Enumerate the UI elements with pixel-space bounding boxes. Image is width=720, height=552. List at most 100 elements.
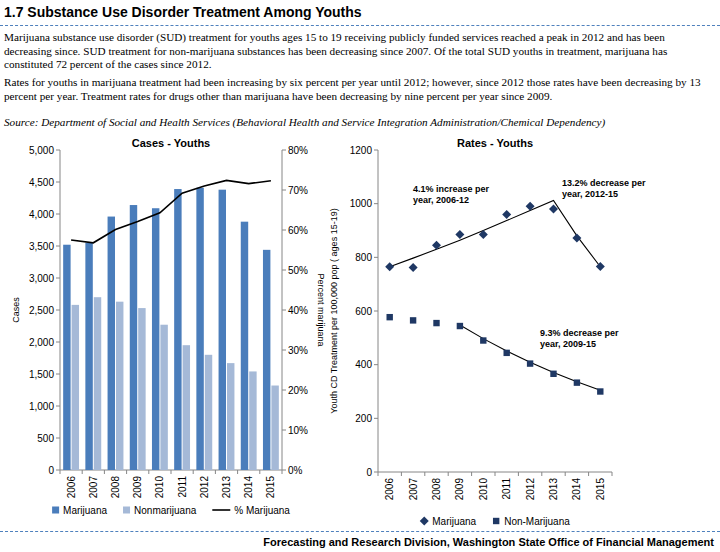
divider: [0, 25, 720, 26]
y-tick-label: 3,500: [29, 241, 54, 252]
y2-tick: [282, 350, 286, 351]
bar: [94, 297, 101, 470]
plot-area: [385, 200, 605, 394]
x-tick-label: 2015: [595, 478, 606, 501]
x-tick-label: 2006: [384, 478, 395, 501]
y-tick: [56, 182, 60, 183]
y2-tick: [282, 310, 286, 311]
y2-tick-label: 50%: [288, 265, 308, 276]
y2-tick-label: 80%: [288, 145, 308, 156]
line: [390, 200, 601, 266]
y-tick-label: 2,500: [29, 305, 54, 316]
y-tick-label: 600: [355, 306, 372, 317]
y-tick: [374, 203, 378, 204]
chart-title: Rates - Youths: [457, 137, 533, 149]
x-tick-label: 2007: [408, 478, 419, 501]
bar: [227, 363, 234, 470]
line: [460, 325, 600, 390]
bar: [63, 245, 70, 470]
x-tick-label: 2013: [548, 478, 559, 501]
bar: [72, 305, 79, 470]
legend-label: % Marijuana: [234, 505, 290, 516]
y2-tick-label: 60%: [288, 225, 308, 236]
x-tick-label: 2011: [501, 478, 512, 500]
x-tick-label: 2013: [221, 476, 232, 499]
legend-label: Marijuana: [63, 505, 107, 516]
point: [479, 230, 488, 239]
y-tick: [56, 342, 60, 343]
legend-swatch: [52, 507, 59, 514]
x-tick-label: 2009: [132, 476, 143, 499]
x-tick: [448, 472, 449, 476]
point: [574, 379, 580, 385]
bar: [85, 243, 92, 470]
y2-tick-label: 10%: [288, 425, 308, 436]
annotation-line: year, 2006-12: [413, 195, 469, 205]
y-tick-label: 0: [366, 467, 372, 478]
paragraph: Rates for youths in marijuana treatment …: [4, 76, 714, 103]
y-tick: [56, 214, 60, 215]
x-tick: [612, 472, 613, 476]
y-tick-label: 1,500: [29, 369, 54, 380]
y2-tick: [282, 150, 286, 151]
point: [549, 205, 558, 214]
x-tick: [259, 470, 260, 474]
bar: [263, 250, 270, 470]
bar: [219, 190, 226, 470]
charts: Cases - Youths05001,0001,5002,0002,5003,…: [0, 0, 720, 552]
x-tick: [518, 472, 519, 476]
y-tick-label: 1,000: [29, 401, 54, 412]
annotation-line: 9.3% decrease per: [540, 328, 619, 338]
point: [526, 202, 535, 211]
y2-axis-label: Percent marijuana: [316, 273, 326, 346]
x-tick: [126, 470, 127, 474]
point: [596, 262, 605, 271]
x-tick: [215, 470, 216, 474]
y-tick: [374, 364, 378, 365]
x-tick-label: 2007: [88, 476, 99, 499]
bar: [130, 205, 137, 470]
bar: [152, 208, 159, 470]
x-tick-label: 2011: [177, 476, 188, 498]
point: [550, 371, 556, 377]
y-tick-label: 800: [355, 252, 372, 263]
point: [504, 350, 510, 356]
y2-tick-label: 20%: [288, 385, 308, 396]
y2-tick: [282, 430, 286, 431]
bar: [196, 188, 203, 470]
point: [432, 241, 441, 250]
x-tick: [541, 472, 542, 476]
legend: MarijuanaNonmarijuana% Marijuana: [52, 505, 290, 516]
x-tick: [495, 472, 496, 476]
annotation-line: 13.2% decrease per: [562, 178, 646, 188]
legend-label: Non-Marijuana: [504, 516, 570, 527]
x-tick-label: 2009: [454, 478, 465, 501]
y-tick: [56, 374, 60, 375]
y2-axis: [282, 150, 283, 470]
legend-swatch: [212, 509, 230, 511]
y-tick-label: 200: [355, 413, 372, 424]
y-tick: [374, 150, 378, 151]
x-tick: [82, 470, 83, 474]
source: Source: Department of Social and Health …: [4, 116, 716, 130]
annotation: 13.2% decrease peryear, 2012-15: [562, 178, 646, 199]
x-tick: [282, 470, 283, 474]
x-axis: [378, 472, 612, 473]
plot-area: [63, 180, 279, 470]
x-tick: [378, 472, 379, 476]
chart-title: Cases - Youths: [132, 137, 210, 149]
x-tick: [237, 470, 238, 474]
point: [433, 320, 439, 326]
y-axis: [60, 150, 61, 470]
y-tick: [374, 311, 378, 312]
y-tick-label: 2,000: [29, 337, 54, 348]
y-tick: [56, 150, 60, 151]
x-tick-label: 2008: [110, 476, 121, 499]
x-axis: [60, 470, 282, 471]
bar: [160, 325, 167, 470]
x-tick: [193, 470, 194, 474]
legend-swatch: [493, 518, 499, 524]
y-tick-label: 4,000: [29, 209, 54, 220]
x-tick-label: 2015: [265, 476, 276, 499]
x-tick-label: 2012: [199, 476, 210, 499]
